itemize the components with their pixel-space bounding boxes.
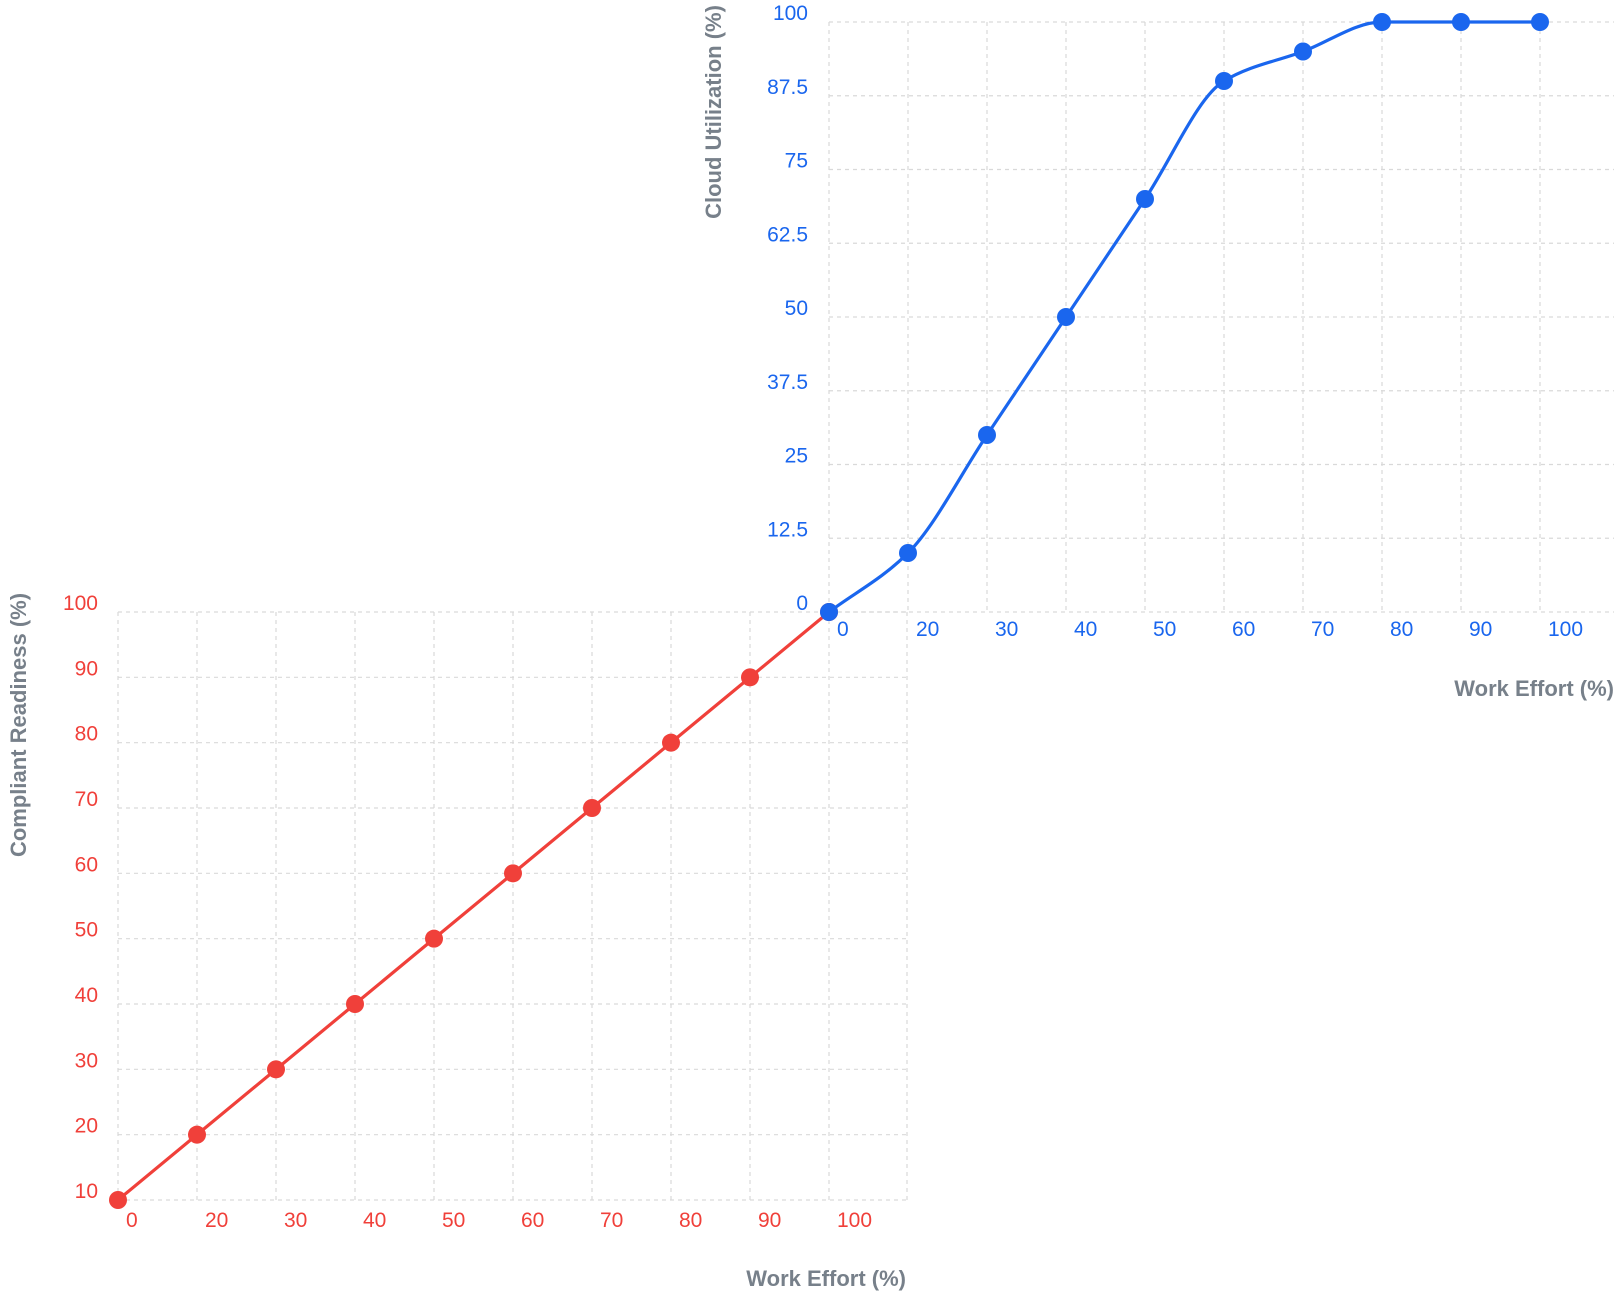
data-point [978,426,996,444]
data-point [583,799,601,817]
data-point [1215,72,1233,90]
data-point [820,603,838,621]
y-tick-label: 12.5 [767,518,808,541]
y-tick-label: 30 [75,1049,98,1072]
data-point [109,1191,127,1209]
compliant-readiness-y-axis-title: Compliant Readiness (%) [6,593,31,857]
y-tick-label: 50 [75,919,98,942]
cloud-utilization-ticks: 0 12.5 25 37.5 50 62.5 75 87.5 100 0 20 30 40 50 60 70 8… [767,2,1583,641]
compliant-readiness-ticks: 10 20 30 40 50 60 70 80 90 100 0 20 30 40 50 60 70 80 90 10… [63,592,872,1232]
y-tick-label: 50 [785,297,808,320]
data-point [899,544,917,562]
y-tick-label: 40 [75,984,98,1007]
data-point [1136,190,1154,208]
x-tick-label: 0 [126,1209,138,1232]
data-point [741,668,759,687]
data-point [504,864,522,883]
data-point [1531,13,1549,31]
x-tick-label: 100 [1548,618,1583,641]
y-tick-label: 90 [75,657,98,680]
x-tick-label: 30 [284,1209,307,1232]
x-tick-label: 60 [1232,618,1255,641]
x-tick-label: 100 [837,1209,872,1232]
x-tick-label: 60 [521,1209,544,1232]
x-tick-label: 40 [363,1209,386,1232]
data-point [346,995,364,1013]
x-tick-label: 50 [442,1209,465,1232]
y-tick-label: 37.5 [767,371,808,394]
cloud-utilization-chart: 0 12.5 25 37.5 50 62.5 75 87.5 100 0 20 30 40 50 60 70 8… [701,2,1614,701]
x-tick-label: 70 [1311,618,1334,641]
data-point [1452,13,1470,31]
y-tick-label: 60 [75,853,98,876]
cloud-utilization-points [820,13,1549,621]
compliant-readiness-chart: 10 20 30 40 50 60 70 80 90 100 0 20 30 40 50 60 70 80 90 10… [6,592,908,1291]
data-point [662,733,680,752]
y-tick-label: 20 [75,1115,98,1138]
x-tick-label: 30 [995,618,1018,641]
data-point [1373,13,1391,31]
compliant-readiness-grid [117,611,908,1201]
y-tick-label: 10 [75,1180,98,1203]
x-tick-label: 90 [1469,618,1492,641]
cloud-utilization-x-axis-title: Work Effort (%) [1454,676,1614,701]
y-tick-label: 0 [796,592,808,615]
x-tick-label: 40 [1074,618,1097,641]
compliant-readiness-series-line [116,610,831,1202]
compliant-readiness-x-axis-title: Work Effort (%) [746,1266,906,1291]
data-point [267,1060,285,1079]
x-tick-label: 20 [916,618,939,641]
y-tick-label: 100 [773,2,808,25]
y-tick-label: 80 [75,723,98,746]
x-tick-label: 70 [600,1209,623,1232]
cloud-utilization-grid [828,21,1614,613]
cloud-utilization-y-axis-title: Cloud Utilization (%) [701,5,726,219]
y-tick-label: 25 [785,445,808,468]
y-tick-label: 75 [785,150,808,173]
cloud-utilization-series-line [827,20,1542,614]
data-point [425,929,443,948]
x-tick-label: 20 [205,1209,228,1232]
y-tick-label: 87.5 [767,76,808,99]
data-point [188,1125,206,1144]
x-tick-label: 80 [1390,618,1413,641]
x-tick-label: 0 [837,618,849,641]
x-tick-label: 90 [758,1209,781,1232]
data-point [1294,42,1312,61]
y-tick-label: 100 [63,592,98,615]
x-tick-label: 80 [679,1209,702,1232]
y-tick-label: 70 [75,788,98,811]
data-point [1057,308,1075,326]
x-tick-label: 50 [1153,618,1176,641]
y-tick-label: 62.5 [767,223,808,246]
